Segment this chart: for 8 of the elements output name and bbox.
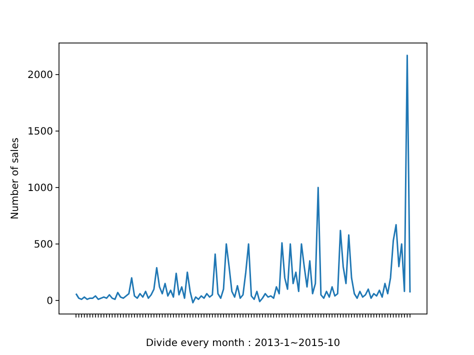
y-axis-title: Number of sales: [10, 138, 21, 220]
x-axis-title: Divide every month：2013-1~2015-10: [146, 338, 340, 349]
line-series: [75, 54, 411, 304]
y-tick-label: 0: [46, 296, 53, 307]
y-tick-label: 500: [34, 239, 53, 250]
y-tick-label: 1000: [28, 183, 53, 194]
y-tick-label: 1500: [28, 126, 53, 138]
y-tick-label: 2000: [28, 70, 53, 82]
